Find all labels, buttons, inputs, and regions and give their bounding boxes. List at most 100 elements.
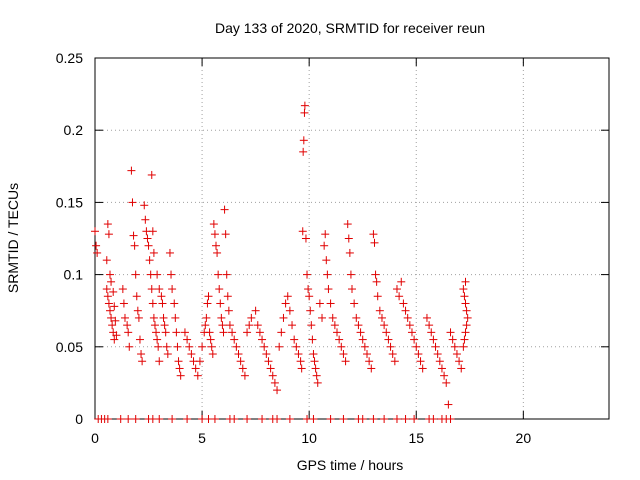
data-point	[251, 306, 260, 315]
data-point	[107, 313, 116, 322]
data-point	[412, 342, 421, 351]
data-point	[459, 342, 468, 351]
data-points	[91, 101, 472, 423]
data-point	[147, 285, 156, 294]
data-point	[120, 313, 129, 322]
data-point	[330, 321, 339, 330]
data-point	[425, 321, 434, 330]
data-point	[418, 364, 427, 373]
data-point	[245, 321, 254, 330]
y-tick-label: 0.05	[56, 339, 83, 355]
data-point	[407, 328, 416, 337]
data-point	[230, 415, 239, 423]
data-point	[116, 415, 125, 423]
data-point	[444, 400, 453, 409]
data-point	[344, 234, 353, 243]
data-point	[358, 415, 367, 423]
data-point	[171, 313, 180, 322]
plot-frame	[94, 57, 610, 420]
data-point	[203, 299, 212, 308]
data-point	[125, 342, 134, 351]
data-point	[372, 277, 381, 286]
data-point	[401, 415, 410, 423]
data-point	[318, 313, 327, 322]
data-point	[326, 415, 335, 423]
x-tick-label: 10	[301, 430, 317, 446]
data-point	[108, 321, 117, 330]
data-point	[283, 292, 292, 301]
data-point	[288, 321, 297, 330]
data-point	[285, 415, 294, 423]
y-tick-label: 0.2	[64, 122, 84, 138]
data-point	[219, 328, 228, 337]
data-point	[356, 328, 365, 337]
data-point	[209, 220, 218, 229]
data-point	[210, 415, 219, 423]
data-point	[435, 357, 444, 366]
data-point	[111, 316, 120, 325]
data-point	[384, 335, 393, 344]
data-point	[110, 302, 119, 311]
data-point	[130, 241, 139, 250]
data-point	[275, 342, 284, 351]
data-point	[247, 313, 256, 322]
data-point	[112, 331, 121, 340]
data-point	[365, 357, 374, 366]
data-point	[305, 292, 314, 301]
data-point	[155, 357, 164, 366]
data-point	[461, 277, 470, 286]
data-point	[360, 342, 369, 351]
data-point	[452, 350, 461, 359]
data-point	[215, 285, 224, 294]
data-point	[346, 270, 355, 279]
data-point	[260, 342, 269, 351]
x-tick-label: 0	[91, 430, 99, 446]
data-point	[367, 364, 376, 373]
data-point	[315, 299, 324, 308]
data-point	[429, 335, 438, 344]
data-point	[170, 299, 179, 308]
data-point	[185, 342, 194, 351]
data-point	[294, 350, 303, 359]
data-point	[149, 248, 158, 257]
data-point	[313, 378, 322, 387]
data-point	[118, 285, 127, 294]
data-point	[273, 386, 282, 395]
data-point	[281, 299, 290, 308]
data-point	[137, 350, 146, 359]
data-point	[306, 306, 315, 315]
data-point	[382, 328, 391, 337]
data-point	[218, 321, 227, 330]
data-point	[312, 371, 321, 380]
data-point	[140, 201, 149, 210]
data-point	[103, 220, 112, 229]
data-point	[369, 415, 378, 423]
data-point	[102, 285, 111, 294]
data-point	[223, 292, 232, 301]
chart-title: Day 133 of 2020, SRMTID for receiver reu…	[215, 20, 485, 36]
data-point	[273, 415, 282, 423]
data-point	[392, 415, 401, 423]
data-point	[405, 321, 414, 330]
data-point	[401, 306, 410, 315]
data-point	[147, 170, 156, 179]
data-point	[297, 364, 306, 373]
data-point	[310, 357, 319, 366]
data-point	[279, 313, 288, 322]
data-point	[172, 328, 181, 337]
data-point	[243, 415, 252, 423]
data-point	[429, 415, 438, 423]
data-point	[255, 328, 264, 337]
data-point	[167, 270, 176, 279]
data-point	[335, 335, 344, 344]
data-point	[308, 335, 317, 344]
data-point	[123, 321, 132, 330]
data-point	[264, 357, 273, 366]
data-point	[128, 198, 137, 207]
data-point	[162, 342, 171, 351]
data-point	[322, 256, 331, 265]
data-point	[450, 342, 459, 351]
data-point	[422, 313, 431, 322]
data-point	[210, 230, 219, 239]
